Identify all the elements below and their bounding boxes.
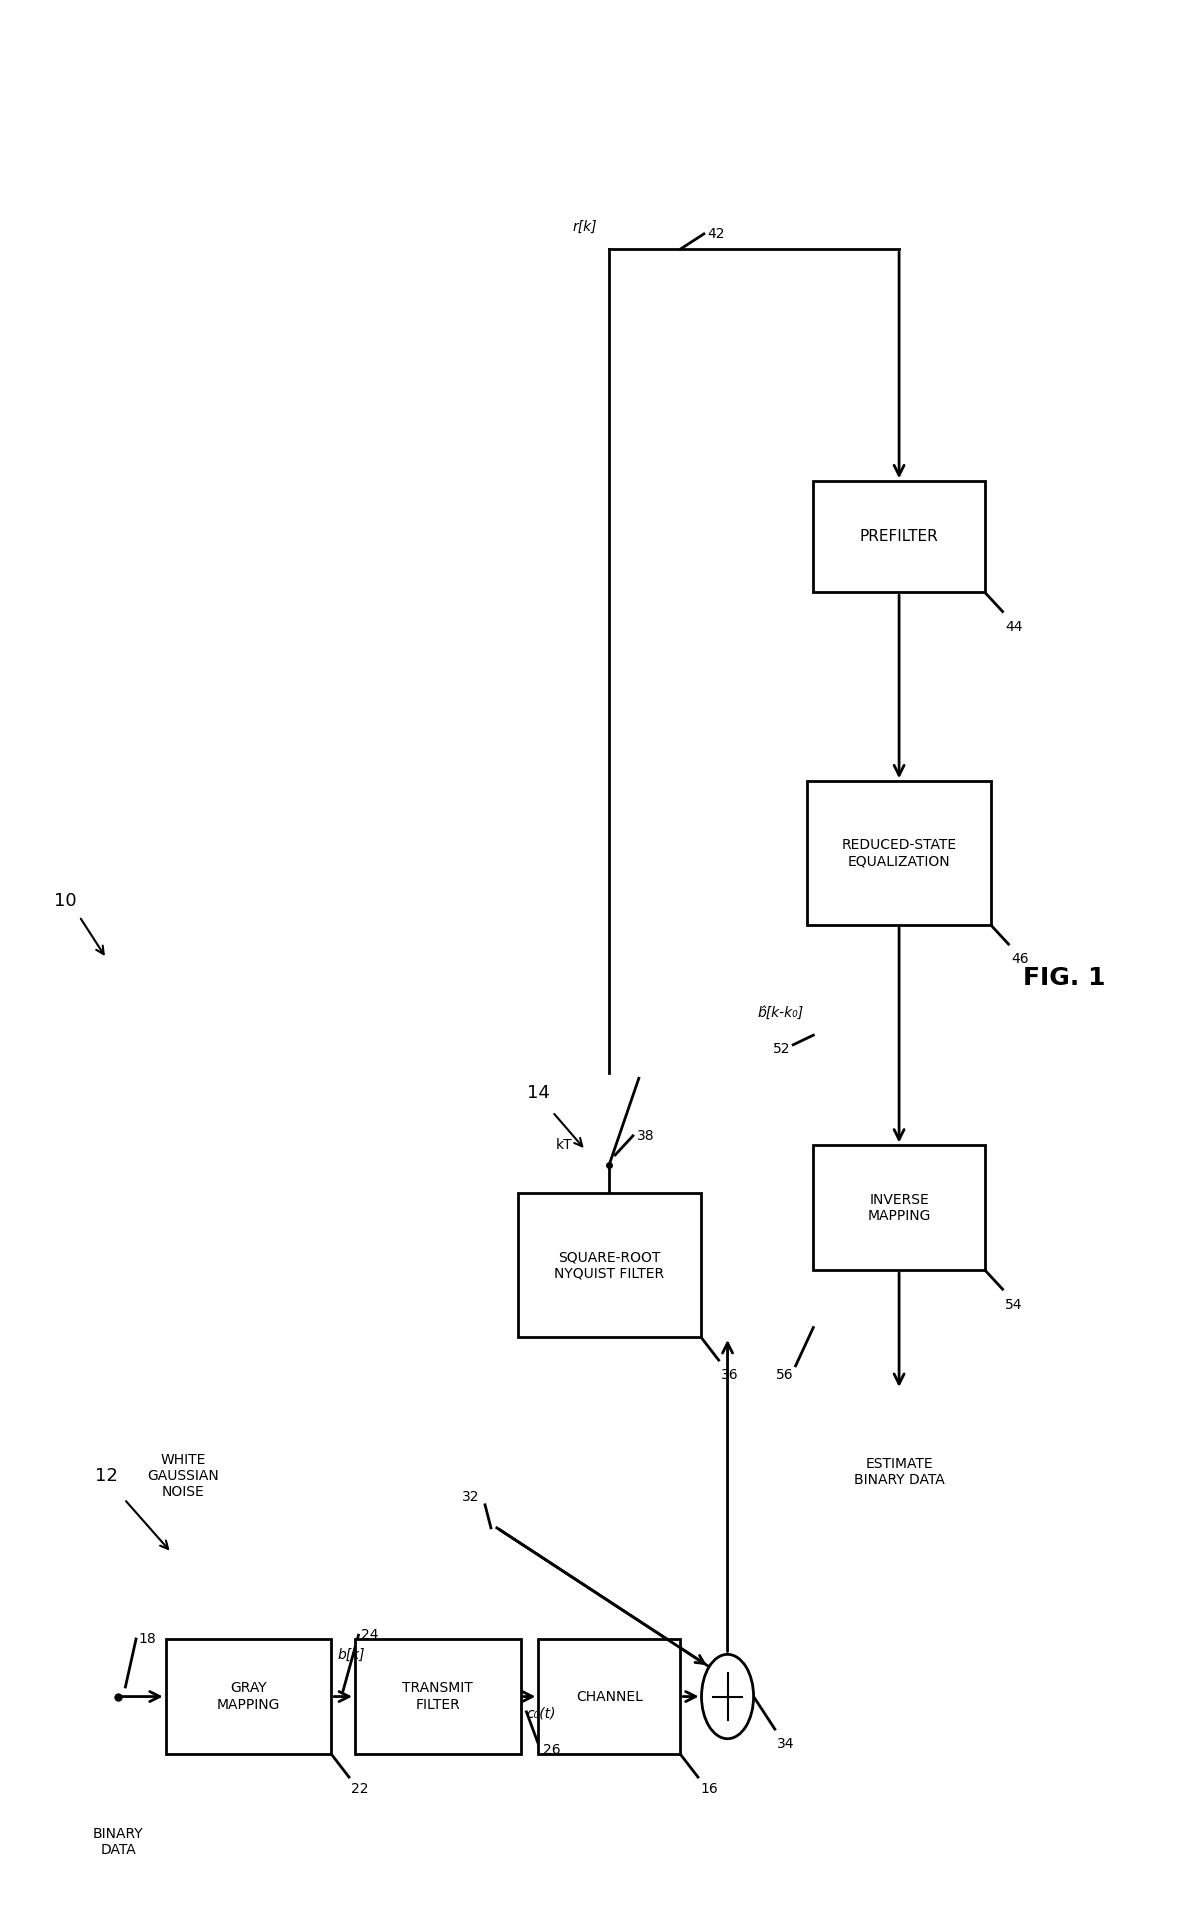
Text: PREFILTER: PREFILTER xyxy=(860,529,938,544)
Text: r[k]: r[k] xyxy=(573,220,597,234)
Bar xyxy=(807,780,991,924)
Bar xyxy=(518,1192,700,1338)
Circle shape xyxy=(702,1654,754,1739)
Bar xyxy=(355,1639,521,1754)
Text: b̂[k-k₀]: b̂[k-k₀] xyxy=(758,1006,803,1020)
Text: 34: 34 xyxy=(777,1737,795,1752)
Text: ESTIMATE
BINARY DATA: ESTIMATE BINARY DATA xyxy=(854,1457,944,1488)
Text: 52: 52 xyxy=(774,1041,790,1056)
Text: 24: 24 xyxy=(361,1628,379,1643)
Text: 10: 10 xyxy=(53,891,77,911)
Text: WHITE
GAUSSIAN
NOISE: WHITE GAUSSIAN NOISE xyxy=(148,1453,219,1499)
Text: 32: 32 xyxy=(461,1490,479,1505)
Text: FIG. 1: FIG. 1 xyxy=(1023,966,1106,989)
Text: 18: 18 xyxy=(138,1631,156,1647)
Text: 56: 56 xyxy=(776,1369,793,1382)
Text: 42: 42 xyxy=(707,226,725,242)
Text: BINARY
DATA: BINARY DATA xyxy=(93,1827,143,1858)
Text: GRAY
MAPPING: GRAY MAPPING xyxy=(216,1681,280,1712)
Text: 54: 54 xyxy=(1006,1298,1022,1311)
Text: TRANSMIT
FILTER: TRANSMIT FILTER xyxy=(402,1681,473,1712)
Text: c₀(t): c₀(t) xyxy=(526,1706,556,1720)
Text: 26: 26 xyxy=(543,1743,561,1758)
Text: INVERSE
MAPPING: INVERSE MAPPING xyxy=(867,1192,931,1223)
Text: kT: kT xyxy=(556,1139,573,1152)
Text: 16: 16 xyxy=(700,1781,718,1796)
Text: 46: 46 xyxy=(1010,953,1028,966)
Bar xyxy=(538,1639,680,1754)
Bar xyxy=(814,1144,984,1269)
Text: SQUARE-ROOT
NYQUIST FILTER: SQUARE-ROOT NYQUIST FILTER xyxy=(554,1250,665,1281)
Text: b[k]: b[k] xyxy=(337,1649,364,1662)
Text: 22: 22 xyxy=(351,1781,369,1796)
Text: 44: 44 xyxy=(1006,619,1022,635)
Bar xyxy=(166,1639,331,1754)
Text: REDUCED-STATE
EQUALIZATION: REDUCED-STATE EQUALIZATION xyxy=(841,838,957,868)
Text: 38: 38 xyxy=(636,1129,654,1143)
Text: 14: 14 xyxy=(526,1083,550,1102)
Text: 36: 36 xyxy=(720,1369,738,1382)
Text: CHANNEL: CHANNEL xyxy=(576,1689,642,1704)
Text: 12: 12 xyxy=(95,1467,118,1486)
Bar xyxy=(814,481,984,592)
